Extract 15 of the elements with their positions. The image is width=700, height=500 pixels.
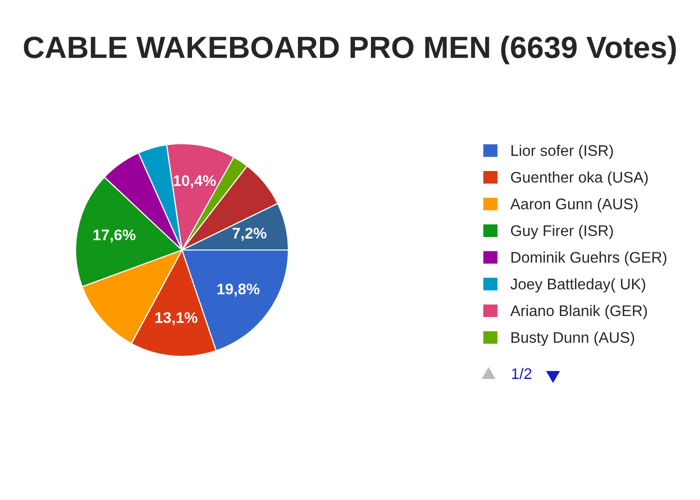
data-label: 10,4%	[174, 175, 216, 188]
data-label: 19,8%	[218, 284, 260, 297]
chart-title: CABLE WAKEBOARD PRO MEN (6639 Votes)	[24, 36, 676, 64]
data-label: 7,2%	[232, 228, 266, 241]
legend-label: Dominik Guehrs (GER)	[512, 252, 666, 266]
legend-label: Busty Dunn (AUS)	[512, 332, 634, 346]
data-label: 13,1%	[155, 312, 198, 326]
text: 1/2	[512, 368, 532, 380]
legend-label: Guy Firer (ISR)	[511, 224, 613, 240]
legend-label: Guenther oka (USA)	[511, 171, 648, 186]
legend-label: Aaron Gunn (AUS)	[510, 198, 638, 212]
legend-label: Lior sofer (ISR)	[512, 144, 613, 159]
legend-label: Ariano Blanik (GER)	[510, 304, 647, 320]
data-label: 17,6%	[94, 229, 136, 243]
legend-label: Joey Battleday( UK)	[510, 278, 646, 292]
